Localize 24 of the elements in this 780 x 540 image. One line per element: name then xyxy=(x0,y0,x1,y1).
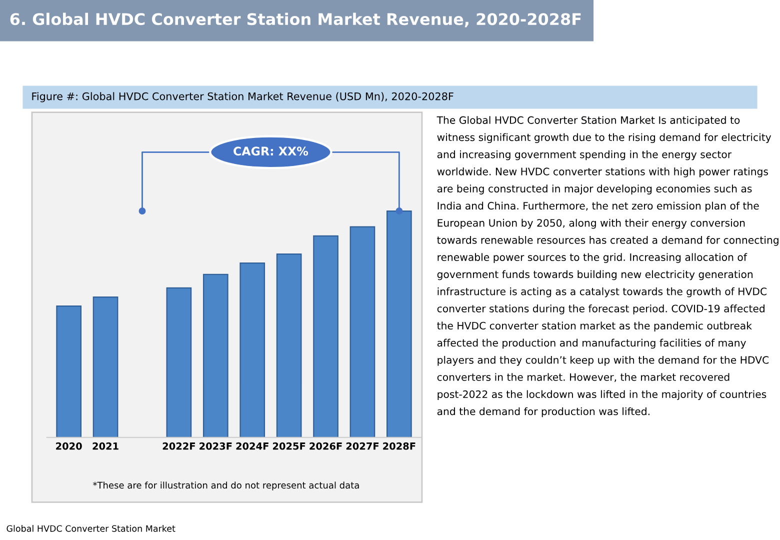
x-tick-label: 2020 xyxy=(56,442,82,450)
x-tick-label: 2021 xyxy=(92,442,118,450)
text: CAGR: XX% xyxy=(234,146,308,156)
x-tick-label: 2027F xyxy=(346,442,379,450)
bar xyxy=(313,235,338,438)
bar xyxy=(166,287,192,438)
bar xyxy=(92,296,118,438)
bar xyxy=(240,262,266,438)
text: The Global HVDC Converter Station Market Is anticipated to witness significant growth due to the rising demand for electricity and increasing government spending in the energy sector worldwide. New HVDC converter stations with high power ratings are being constructed in major developing economies such as India and China. Furthermore, the net zero emission plan of the European Union by 2050, along with their energy conversion towards renewable resources has created a demand for connecting renewable power sources to the grid. Increasing allocation of government funds towards building new electricity generation infrastructure is acting as a catalyst towards the growth of HVDC converter stations during the forecast period. COVID-19 affected the HVDC converter station market as the pandemic outbreak affected the production and manufacturing facilities of many players and they couldn’t keep up with the demand for the HDVC converters in the market. However, the market recovered post-2022 as the lockdown was lifted in the majority of countries and the demand for production was lifted. xyxy=(436,116,778,418)
chart-title: 6. Global HVDC Converter Station Market Revenue, 2020-2028F xyxy=(10,12,581,28)
x-tick-label: 2028F xyxy=(383,442,416,450)
x-tick-label: 2022F xyxy=(162,442,195,450)
chart-subtitle: Figure #: Global HVDC Converter Station Market Revenue (USD Mn), 2020-2028F xyxy=(32,92,454,102)
bar xyxy=(350,226,376,438)
x-tick-label: 2023F xyxy=(200,442,232,450)
x-tick-label: 2026F xyxy=(310,442,342,450)
text: *These are for illustration and do not represent actual data xyxy=(92,482,359,490)
bar xyxy=(56,306,82,438)
bar xyxy=(202,274,228,438)
bar xyxy=(276,253,302,438)
x-tick-label: 2025F xyxy=(272,442,306,450)
text: Global HVDC Converter Station Market xyxy=(6,525,176,532)
x-tick-label: 2024F xyxy=(236,442,268,450)
bar xyxy=(386,210,412,438)
